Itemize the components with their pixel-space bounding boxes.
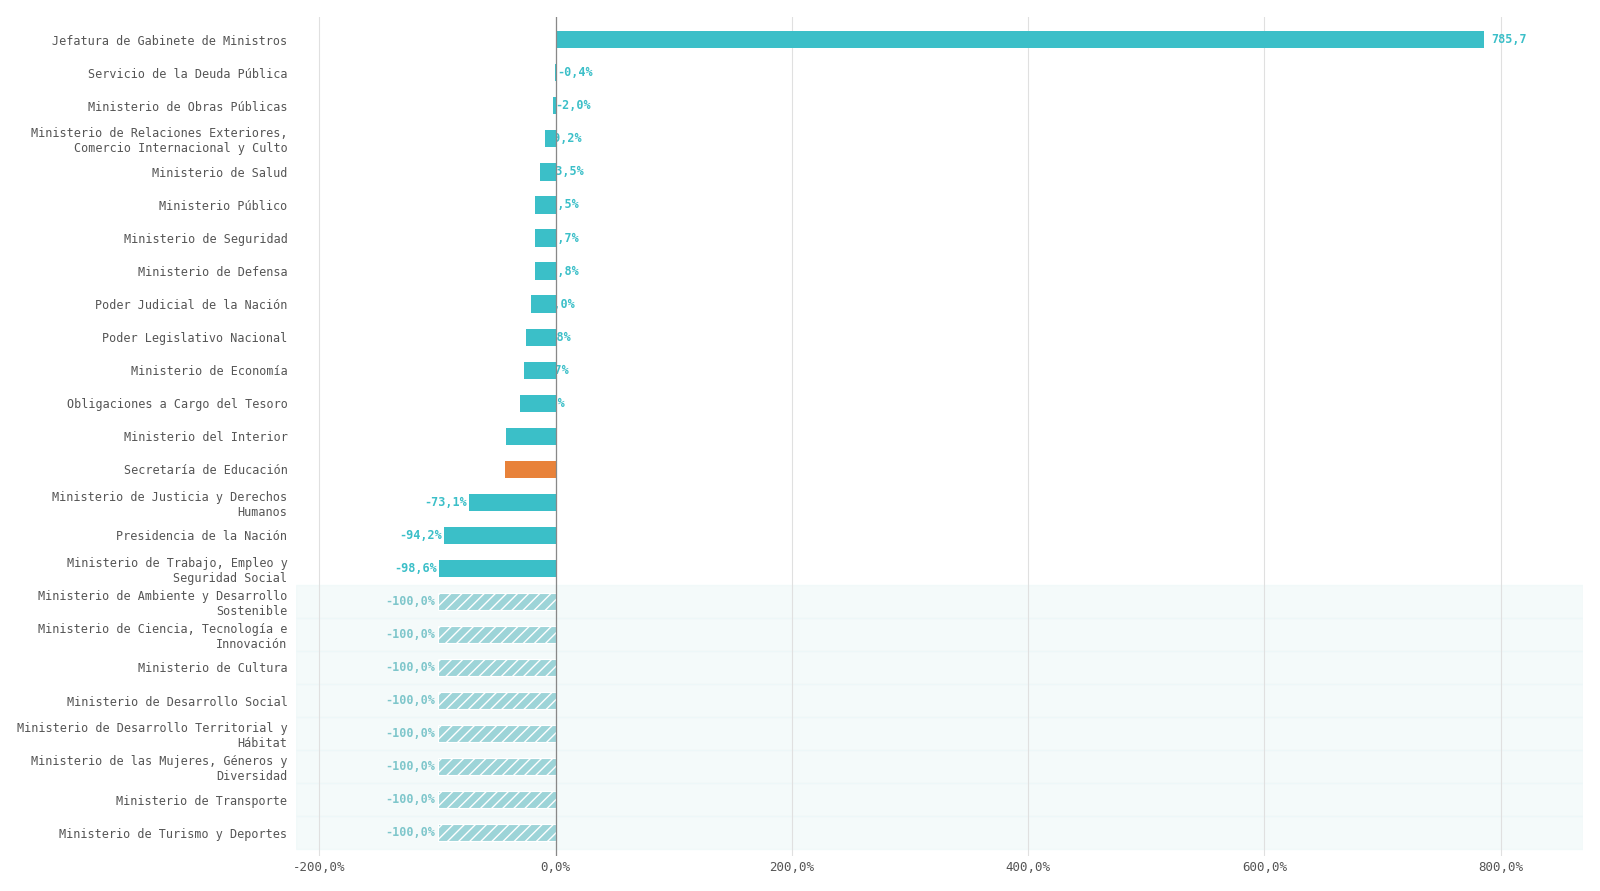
Bar <box>520 395 555 412</box>
Text: -9,2%: -9,2% <box>547 133 582 145</box>
Bar <box>506 428 555 445</box>
Text: -13,5%: -13,5% <box>541 166 584 178</box>
Text: -17,8%: -17,8% <box>536 265 579 277</box>
Text: -29,8%: -29,8% <box>522 396 565 410</box>
Text: -17,5%: -17,5% <box>536 199 579 211</box>
Bar <box>437 791 555 808</box>
Bar <box>437 692 555 709</box>
Bar <box>534 263 555 280</box>
Bar <box>296 816 1584 849</box>
Text: -100,0%: -100,0% <box>386 793 435 806</box>
Bar <box>296 783 1584 816</box>
Bar <box>531 296 555 313</box>
Text: -73,1%: -73,1% <box>424 495 467 509</box>
Bar <box>506 461 555 478</box>
Bar <box>544 130 555 148</box>
Text: -100,0%: -100,0% <box>386 694 435 707</box>
Bar <box>296 684 1584 717</box>
Bar <box>554 97 555 114</box>
Bar <box>296 750 1584 783</box>
Text: -100,0%: -100,0% <box>386 661 435 674</box>
Text: -43,0%: -43,0% <box>507 462 549 476</box>
Bar <box>438 560 555 577</box>
Text: -24,8%: -24,8% <box>528 331 571 344</box>
Text: 785,7: 785,7 <box>1491 33 1526 46</box>
Bar <box>539 163 555 181</box>
Bar <box>296 618 1584 651</box>
Text: -0,4%: -0,4% <box>557 66 592 79</box>
Text: -100,0%: -100,0% <box>386 628 435 641</box>
Bar <box>437 824 555 841</box>
Bar <box>296 717 1584 750</box>
Bar <box>445 527 555 544</box>
Bar <box>437 593 555 610</box>
Text: -100,0%: -100,0% <box>386 727 435 740</box>
Bar <box>555 31 1483 48</box>
Bar <box>296 584 1584 618</box>
Text: -21,0%: -21,0% <box>533 298 576 311</box>
Bar <box>296 651 1584 684</box>
Text: -100,0%: -100,0% <box>386 595 435 608</box>
Text: -26,7%: -26,7% <box>526 364 568 377</box>
Bar <box>437 625 555 643</box>
Text: -94,2%: -94,2% <box>400 529 442 542</box>
Bar <box>525 362 555 379</box>
Text: -98,6%: -98,6% <box>394 562 437 575</box>
Bar <box>437 658 555 676</box>
Text: -100,0%: -100,0% <box>386 760 435 773</box>
Text: -17,7%: -17,7% <box>536 232 579 244</box>
Text: -41,9%: -41,9% <box>507 429 550 443</box>
Bar <box>526 329 555 346</box>
Bar <box>437 758 555 775</box>
Bar <box>534 229 555 247</box>
Bar <box>437 725 555 742</box>
Bar <box>534 196 555 214</box>
Text: -100,0%: -100,0% <box>386 826 435 839</box>
Text: -2,0%: -2,0% <box>555 100 590 112</box>
Bar <box>469 494 555 511</box>
